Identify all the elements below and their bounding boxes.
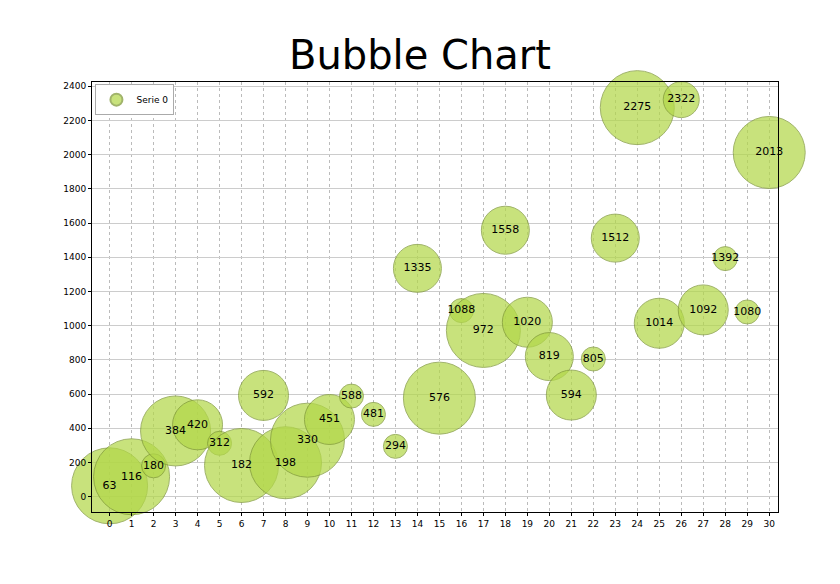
svg-text:592: 592 bbox=[253, 388, 274, 401]
svg-text:23: 23 bbox=[610, 519, 621, 529]
svg-text:12: 12 bbox=[368, 519, 379, 529]
svg-text:384: 384 bbox=[165, 424, 186, 437]
svg-text:576: 576 bbox=[429, 391, 450, 404]
svg-text:1014: 1014 bbox=[645, 316, 673, 329]
svg-text:600: 600 bbox=[69, 389, 86, 399]
svg-text:330: 330 bbox=[297, 433, 318, 446]
svg-text:180: 180 bbox=[143, 459, 164, 472]
svg-text:27: 27 bbox=[698, 519, 709, 529]
svg-text:13: 13 bbox=[390, 519, 401, 529]
svg-text:11: 11 bbox=[346, 519, 357, 529]
svg-text:182: 182 bbox=[231, 458, 252, 471]
svg-text:588: 588 bbox=[341, 389, 362, 402]
svg-text:1800: 1800 bbox=[63, 184, 86, 194]
svg-text:1092: 1092 bbox=[689, 303, 717, 316]
svg-text:800: 800 bbox=[69, 355, 86, 365]
svg-text:2013: 2013 bbox=[755, 145, 783, 158]
svg-text:972: 972 bbox=[473, 323, 494, 336]
svg-text:2: 2 bbox=[151, 519, 157, 529]
svg-text:0: 0 bbox=[80, 492, 86, 502]
svg-text:3: 3 bbox=[173, 519, 179, 529]
svg-text:19: 19 bbox=[522, 519, 534, 529]
svg-text:20: 20 bbox=[544, 519, 556, 529]
svg-text:Bubble Chart: Bubble Chart bbox=[289, 32, 551, 78]
svg-text:1080: 1080 bbox=[733, 305, 761, 318]
svg-text:1200: 1200 bbox=[63, 287, 86, 297]
svg-text:294: 294 bbox=[385, 439, 406, 452]
svg-text:Serie 0: Serie 0 bbox=[136, 95, 168, 105]
svg-text:16: 16 bbox=[456, 519, 468, 529]
svg-text:1020: 1020 bbox=[513, 315, 541, 328]
svg-text:1600: 1600 bbox=[63, 218, 86, 228]
svg-text:1512: 1512 bbox=[601, 231, 629, 244]
svg-text:6: 6 bbox=[239, 519, 245, 529]
svg-text:1392: 1392 bbox=[711, 251, 739, 264]
svg-text:1400: 1400 bbox=[63, 252, 86, 262]
svg-text:481: 481 bbox=[363, 407, 384, 420]
svg-text:400: 400 bbox=[69, 423, 86, 433]
svg-text:25: 25 bbox=[654, 519, 665, 529]
svg-text:9: 9 bbox=[305, 519, 311, 529]
svg-text:2000: 2000 bbox=[63, 150, 86, 160]
svg-text:116: 116 bbox=[121, 470, 142, 483]
svg-text:4: 4 bbox=[195, 519, 201, 529]
svg-text:1088: 1088 bbox=[447, 303, 475, 316]
svg-text:420: 420 bbox=[187, 418, 208, 431]
svg-text:2200: 2200 bbox=[63, 116, 86, 126]
svg-text:1558: 1558 bbox=[491, 223, 519, 236]
svg-text:819: 819 bbox=[539, 349, 560, 362]
svg-text:5: 5 bbox=[217, 519, 223, 529]
svg-text:7: 7 bbox=[261, 519, 267, 529]
svg-text:451: 451 bbox=[319, 412, 340, 425]
svg-text:30: 30 bbox=[763, 519, 775, 529]
svg-text:18: 18 bbox=[500, 519, 512, 529]
svg-text:63: 63 bbox=[103, 479, 117, 492]
svg-text:22: 22 bbox=[588, 519, 599, 529]
svg-text:312: 312 bbox=[209, 436, 230, 449]
svg-text:0: 0 bbox=[107, 519, 113, 529]
svg-text:21: 21 bbox=[566, 519, 577, 529]
svg-text:198: 198 bbox=[275, 456, 296, 469]
svg-text:24: 24 bbox=[632, 519, 644, 529]
svg-text:1: 1 bbox=[129, 519, 135, 529]
svg-text:2400: 2400 bbox=[63, 81, 86, 91]
svg-text:805: 805 bbox=[583, 352, 604, 365]
svg-text:15: 15 bbox=[434, 519, 445, 529]
svg-text:17: 17 bbox=[478, 519, 489, 529]
svg-text:200: 200 bbox=[69, 458, 86, 468]
svg-text:8: 8 bbox=[283, 519, 289, 529]
svg-text:2275: 2275 bbox=[623, 100, 651, 113]
svg-text:1000: 1000 bbox=[63, 321, 86, 331]
svg-text:594: 594 bbox=[561, 388, 582, 401]
svg-text:29: 29 bbox=[741, 519, 753, 529]
svg-text:2322: 2322 bbox=[667, 92, 695, 105]
svg-text:28: 28 bbox=[720, 519, 732, 529]
svg-text:26: 26 bbox=[676, 519, 688, 529]
svg-text:1335: 1335 bbox=[403, 261, 431, 274]
svg-text:10: 10 bbox=[324, 519, 336, 529]
svg-text:14: 14 bbox=[412, 519, 424, 529]
